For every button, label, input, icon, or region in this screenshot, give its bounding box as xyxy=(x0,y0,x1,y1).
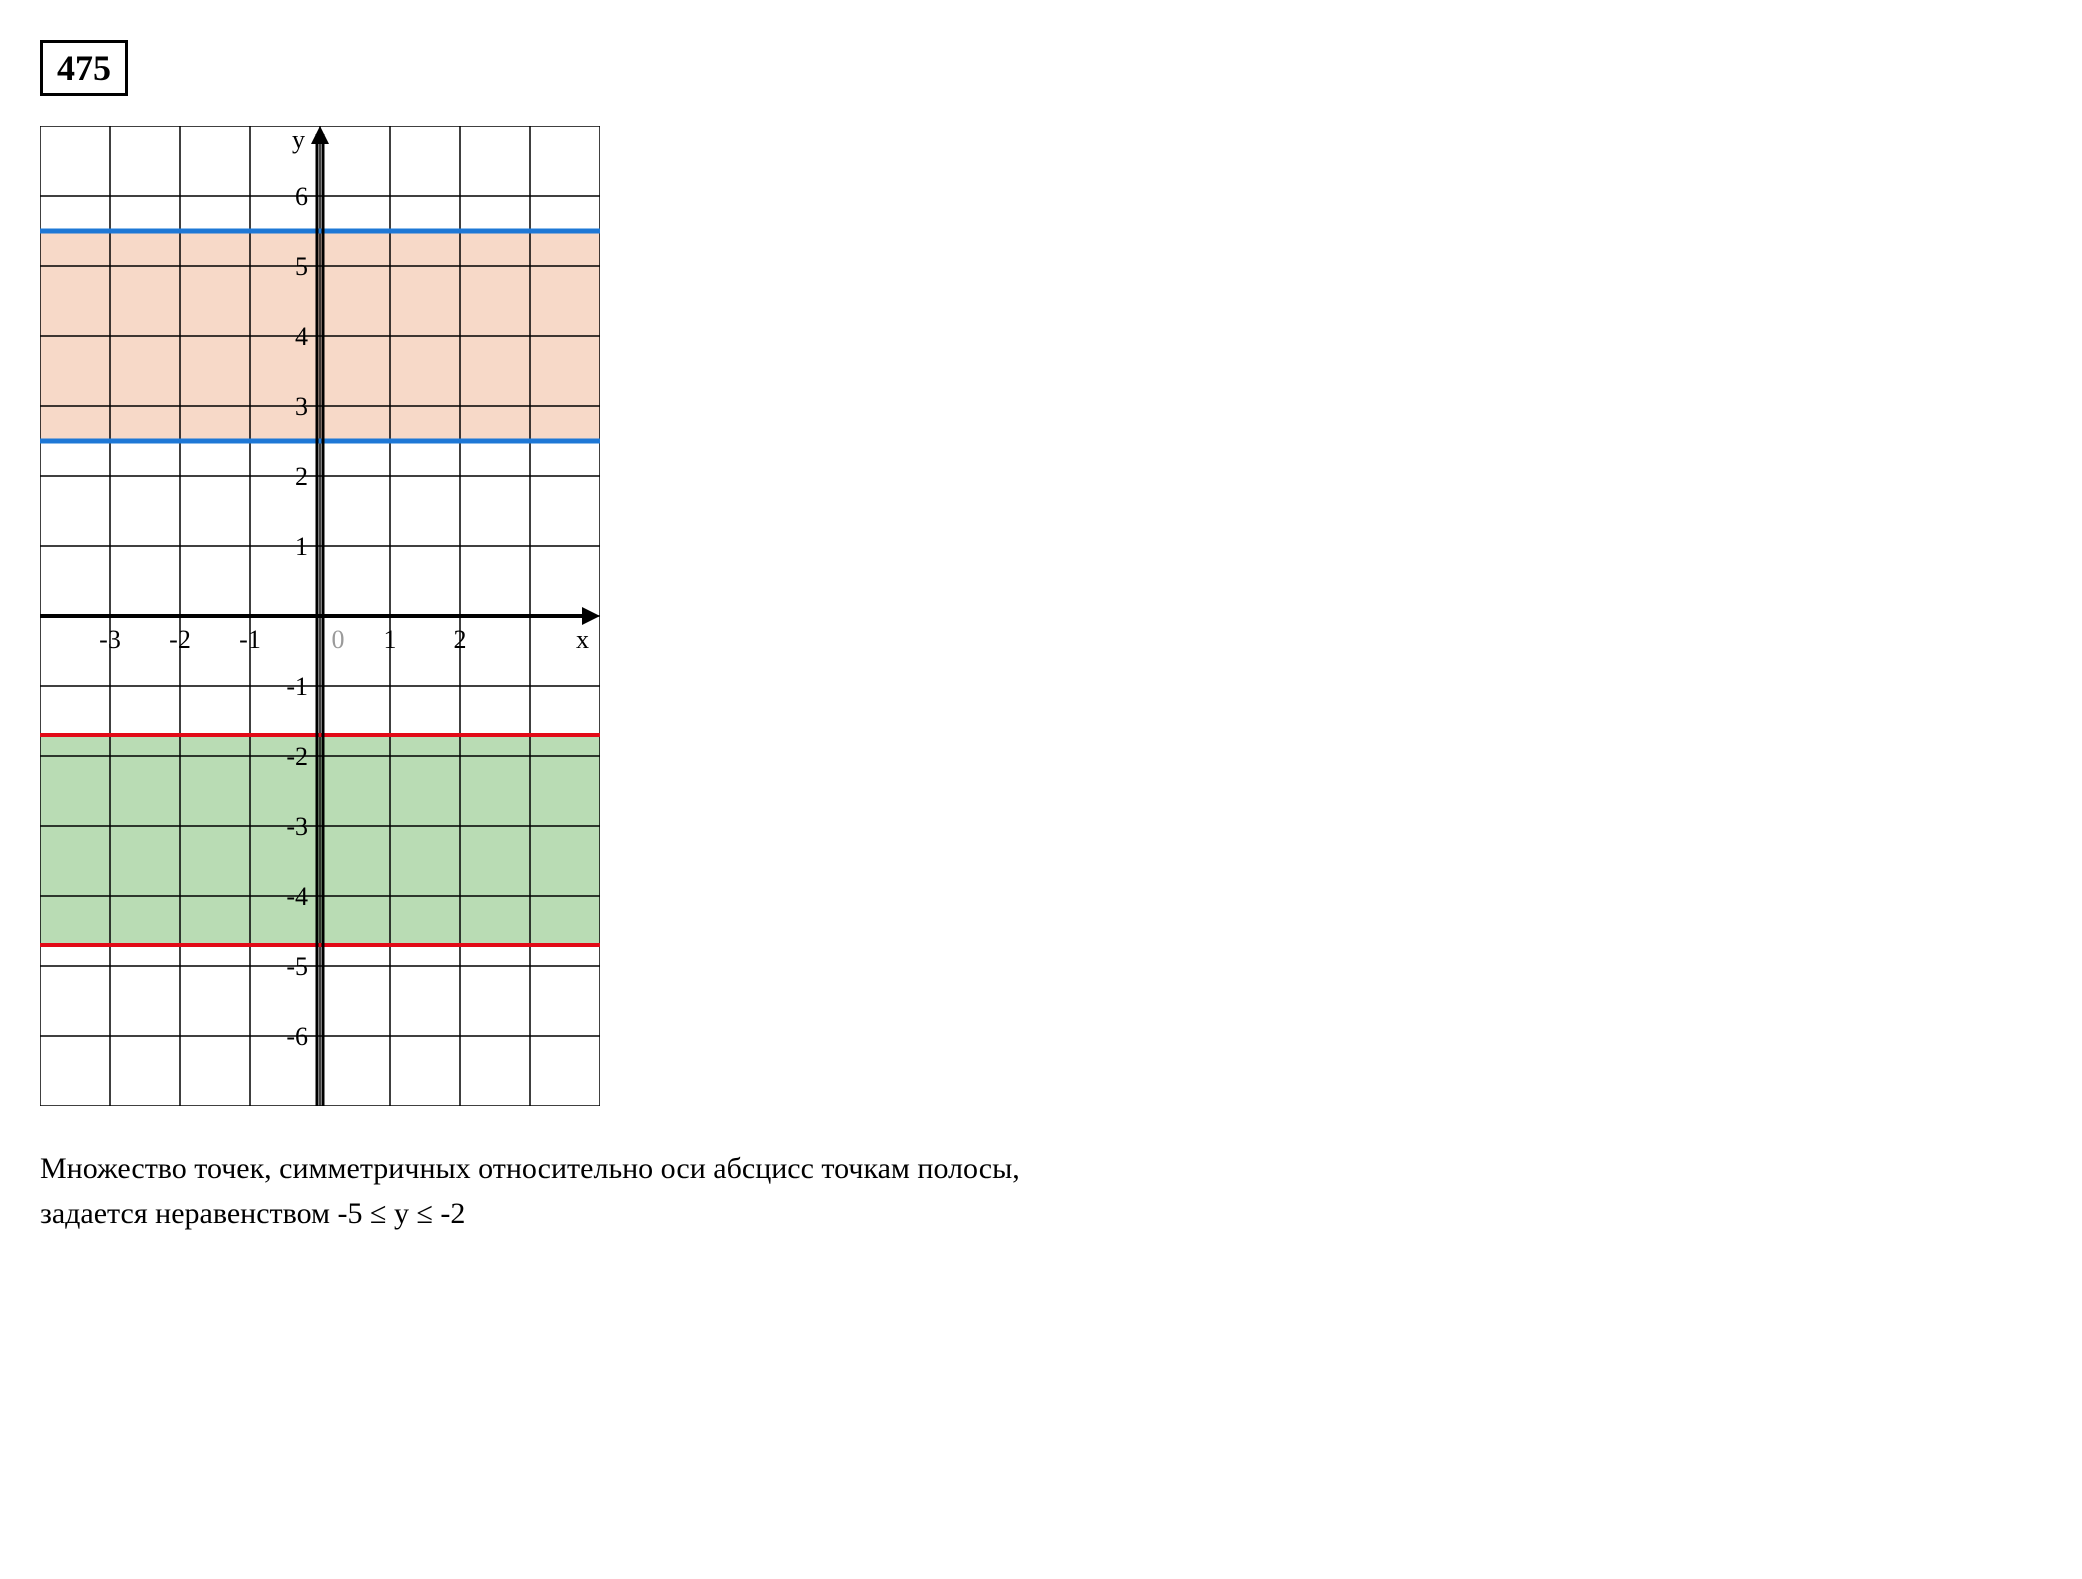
svg-text:-6: -6 xyxy=(286,1022,308,1051)
problem-number: 475 xyxy=(40,40,128,96)
svg-text:-4: -4 xyxy=(286,882,308,911)
svg-text:0: 0 xyxy=(332,625,345,654)
svg-text:x: x xyxy=(576,625,589,654)
svg-text:-3: -3 xyxy=(99,625,121,654)
svg-text:2: 2 xyxy=(454,625,467,654)
answer-text: Множество точек, симметричных относитель… xyxy=(40,1146,1640,1236)
svg-text:-2: -2 xyxy=(169,625,191,654)
svg-text:-3: -3 xyxy=(286,812,308,841)
svg-text:-2: -2 xyxy=(286,742,308,771)
answer-line1: Множество точек, симметричных относитель… xyxy=(40,1152,1020,1185)
svg-text:-5: -5 xyxy=(286,952,308,981)
svg-text:-1: -1 xyxy=(286,672,308,701)
svg-text:1: 1 xyxy=(295,532,308,561)
svg-text:-1: -1 xyxy=(239,625,261,654)
svg-text:5: 5 xyxy=(295,252,308,281)
svg-text:4: 4 xyxy=(295,322,308,351)
coordinate-chart: y x -6 -5 -4 -3 -2 -1 1 2 3 4 5 6 -3 -2 -1 0 1 2 xyxy=(40,126,2042,1106)
chart-svg: y x -6 -5 -4 -3 -2 -1 1 2 3 4 5 6 -3 -2 -1 0 1 2 xyxy=(40,126,600,1106)
svg-text:y: y xyxy=(292,126,305,154)
svg-text:1: 1 xyxy=(384,625,397,654)
answer-inequality: -5 ≤ y ≤ -2 xyxy=(338,1197,466,1230)
svg-text:2: 2 xyxy=(295,462,308,491)
svg-text:3: 3 xyxy=(295,392,308,421)
svg-text:6: 6 xyxy=(295,182,308,211)
answer-line2-prefix: задается неравенством xyxy=(40,1197,338,1230)
